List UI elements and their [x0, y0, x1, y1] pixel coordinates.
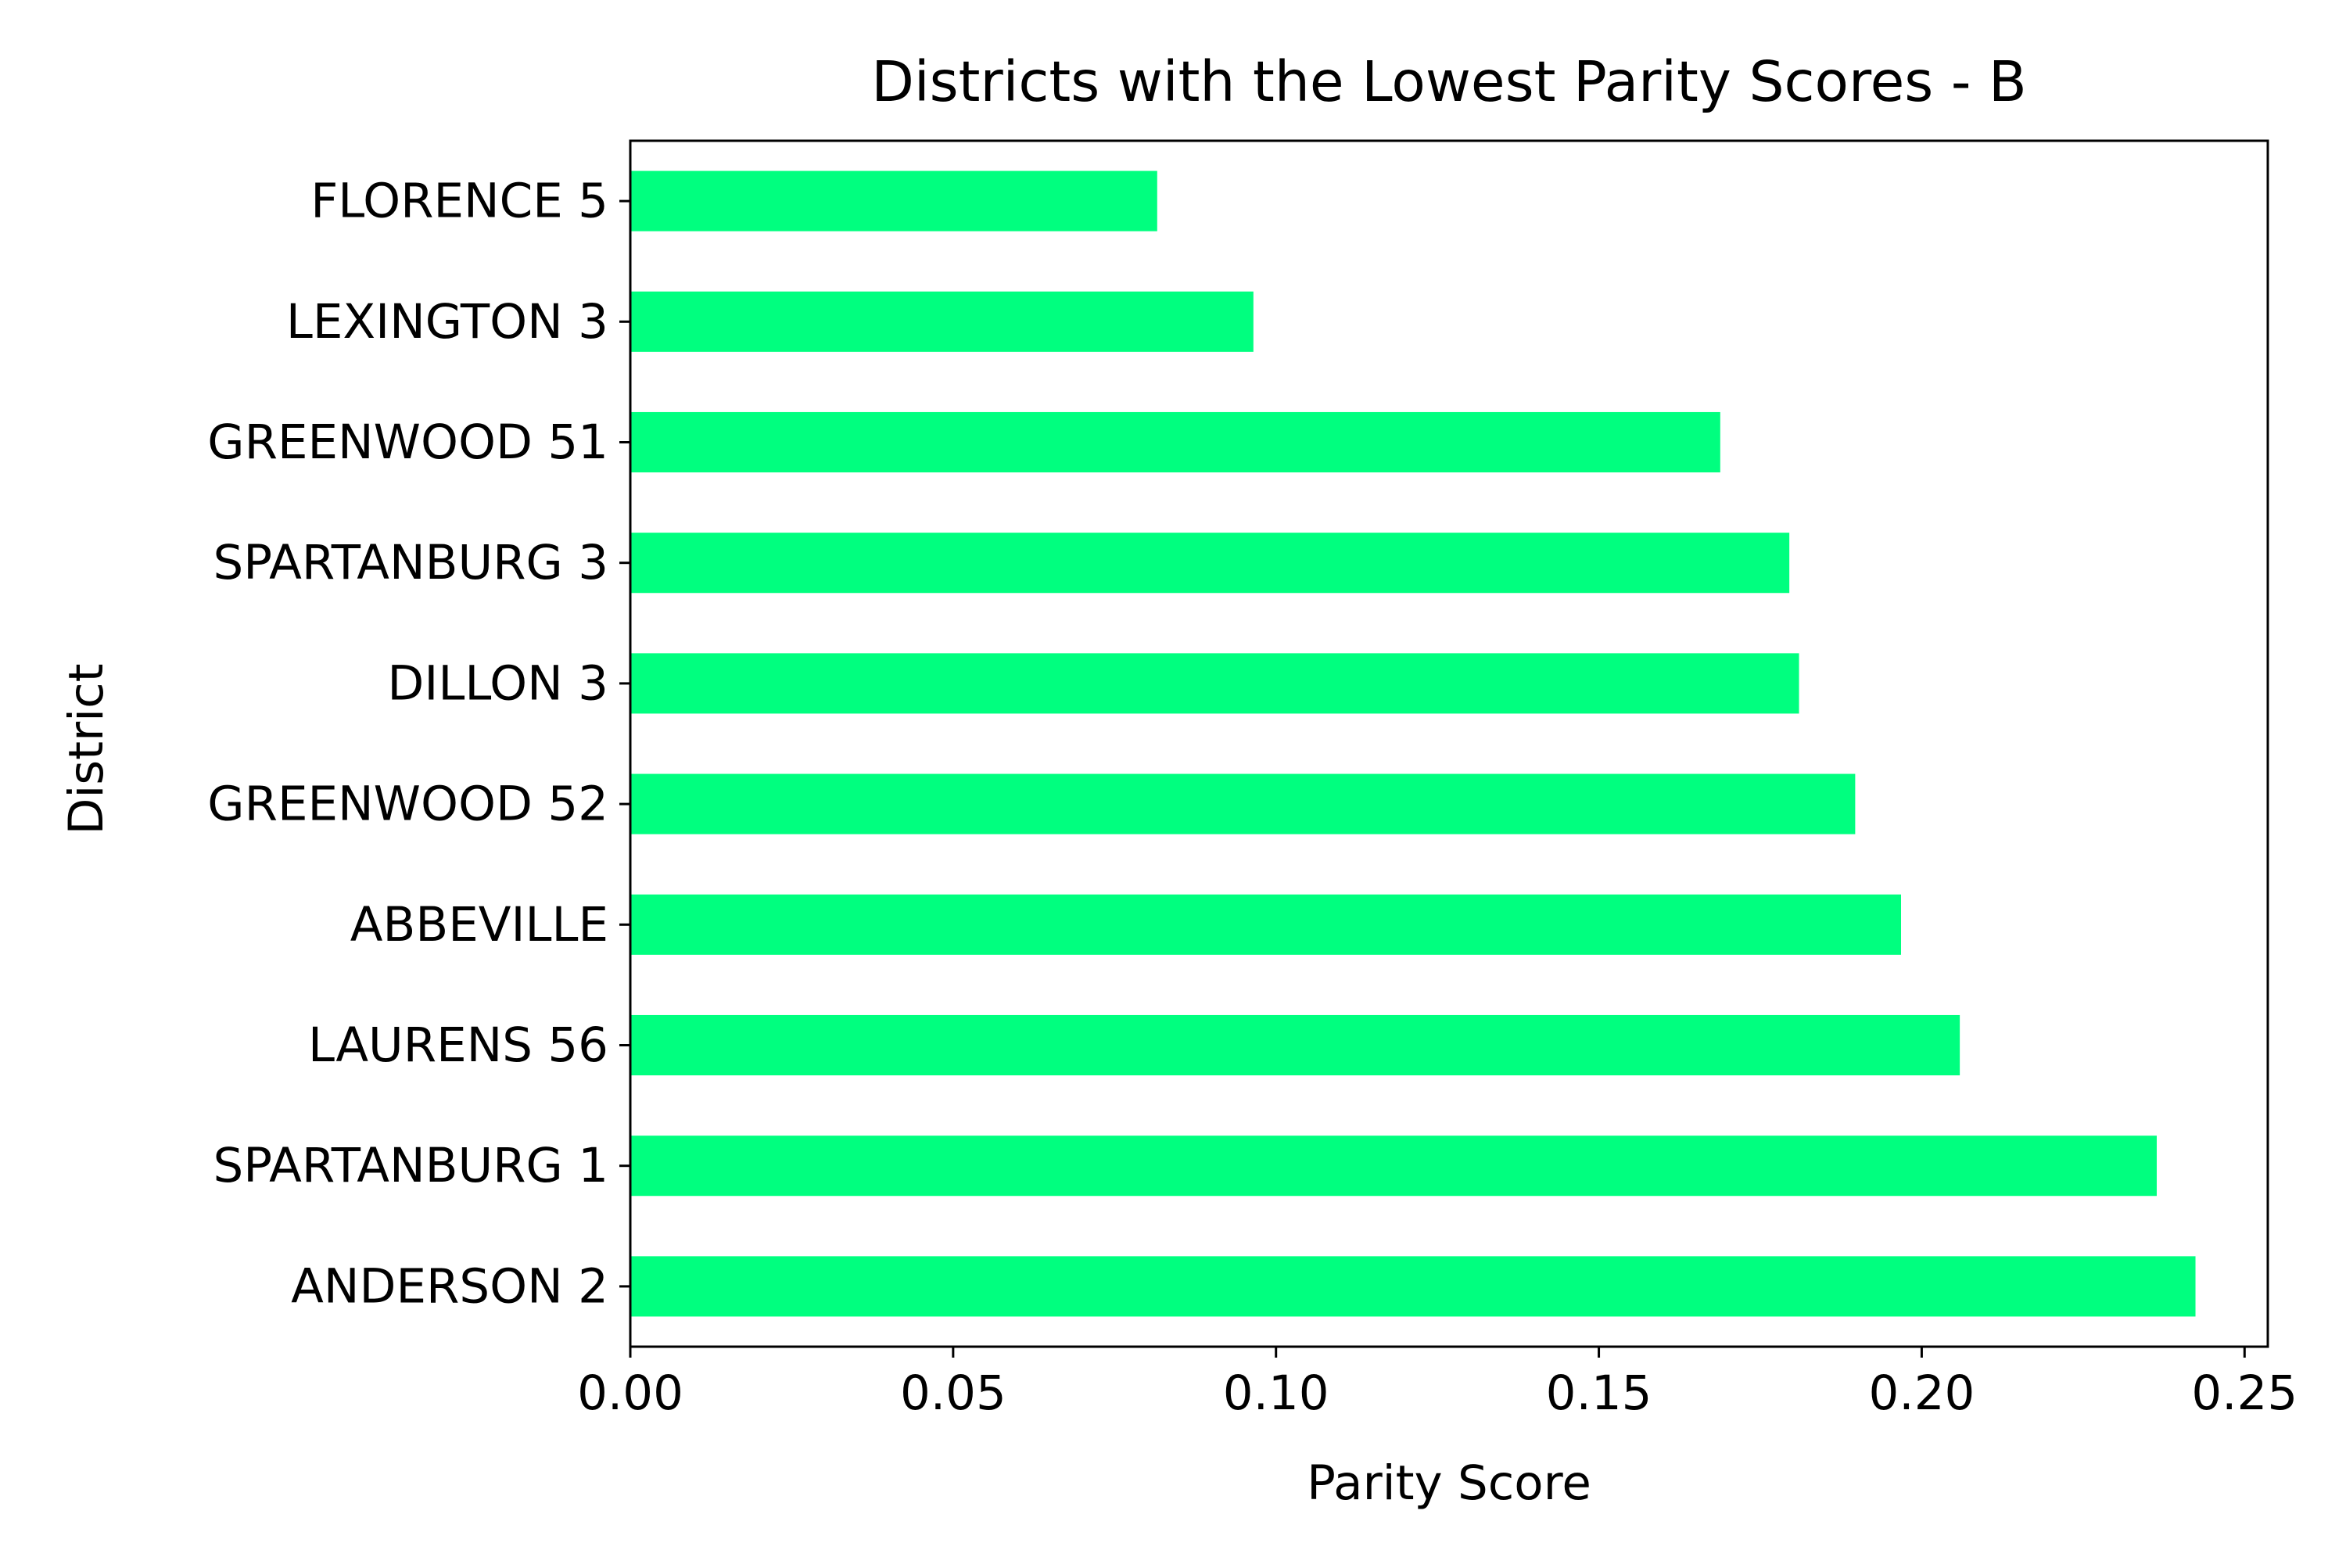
bars-layer — [630, 170, 2196, 1317]
y-axis-ticks: FLORENCE 5 LEXINGTON 3 GREENWOOD 51 SPARTAN… — [207, 174, 630, 1314]
x-tick-label: 0.05 — [900, 1365, 1006, 1421]
y-tick-label: LAURENS 56 — [308, 1017, 608, 1073]
y-tick-label: LEXINGTON 3 — [286, 294, 608, 350]
x-tick-label: 0.00 — [577, 1365, 683, 1421]
y-tick-label: DILLON 3 — [387, 655, 608, 711]
bar-6 — [630, 894, 1901, 955]
y-tick-label: GREENWOOD 51 — [207, 414, 608, 470]
plot-frame — [629, 139, 2269, 1348]
bar-2 — [630, 411, 1720, 473]
bar-4 — [630, 653, 1799, 714]
x-axis-ticks: 0.00 0.05 0.10 0.15 0.20 0.25 — [577, 1347, 2298, 1421]
y-tick-label: ANDERSON 2 — [291, 1258, 608, 1314]
bar-9 — [630, 1256, 2196, 1317]
bar-7 — [630, 1014, 1960, 1076]
y-tick-label: ABBEVILLE — [350, 897, 608, 953]
bar-3 — [630, 533, 1790, 594]
x-tick-label: 0.10 — [1223, 1365, 1329, 1421]
x-tick-label: 0.25 — [2191, 1365, 2298, 1421]
bar-5 — [630, 773, 1856, 834]
y-tick-label: SPARTANBURG 3 — [213, 535, 608, 590]
x-tick-label: 0.20 — [1869, 1365, 1975, 1421]
y-axis-label: District — [59, 663, 114, 834]
y-tick-label: GREENWOOD 52 — [207, 777, 608, 832]
bar-8 — [630, 1136, 2157, 1197]
x-axis-label: Parity Score — [1307, 1455, 1591, 1511]
y-tick-label: FLORENCE 5 — [310, 174, 608, 229]
bar-1 — [630, 291, 1254, 352]
x-tick-label: 0.15 — [1546, 1365, 1652, 1421]
bar-0 — [630, 170, 1157, 231]
chart-title: Districts with the Lowest Parity Scores … — [871, 49, 2027, 114]
y-tick-label: SPARTANBURG 1 — [213, 1138, 608, 1193]
